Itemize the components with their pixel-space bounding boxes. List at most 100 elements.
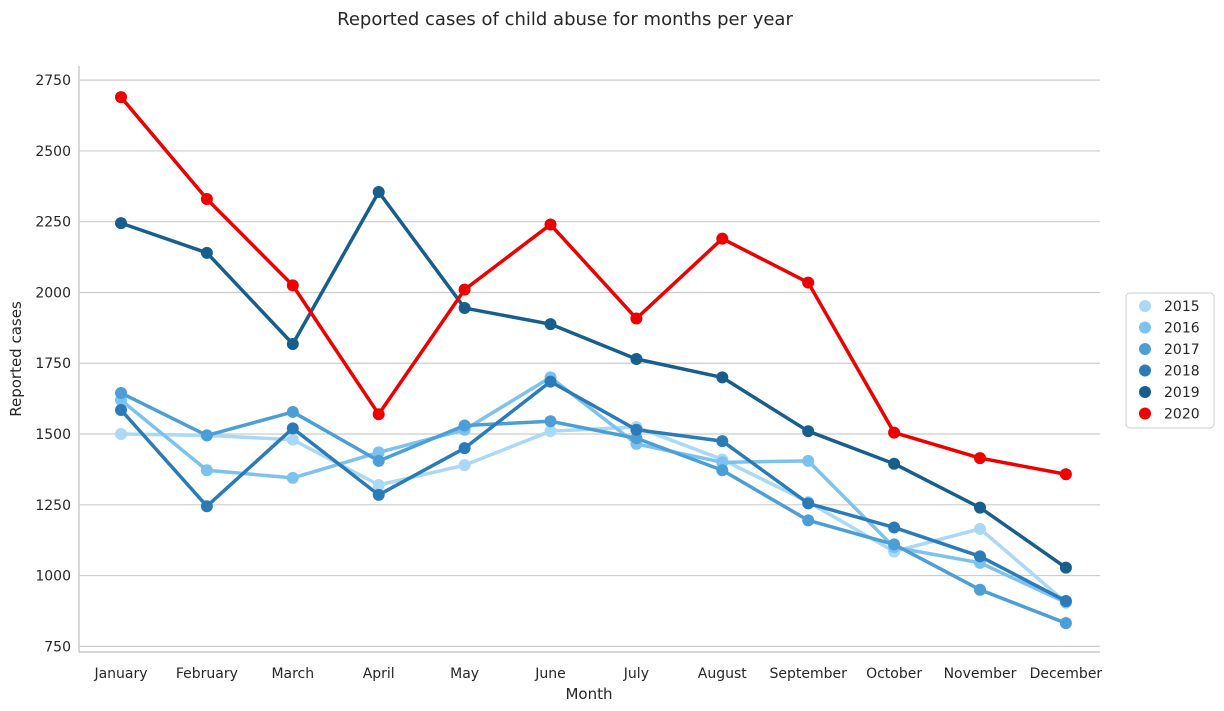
chart-title: Reported cases of child abuse for months… <box>337 9 793 30</box>
data-point <box>115 428 127 441</box>
data-point <box>802 497 815 510</box>
legend-item-2019: 2019 <box>1139 385 1200 401</box>
legend-item-2020: 2020 <box>1139 407 1200 423</box>
gridlines <box>79 79 1100 647</box>
series-line <box>119 375 1068 605</box>
series-2019 <box>115 185 1072 574</box>
data-point <box>888 538 901 551</box>
data-point <box>888 457 901 470</box>
data-point <box>115 403 127 416</box>
data-point <box>286 279 299 292</box>
data-point <box>115 217 127 230</box>
data-point <box>544 318 557 331</box>
legend-marker <box>1139 300 1151 312</box>
data-point <box>802 425 815 438</box>
data-point <box>372 446 385 459</box>
x-tick-label: August <box>698 666 748 682</box>
x-tick-label: February <box>176 666 238 682</box>
data-point <box>200 246 213 259</box>
series-line <box>119 190 1068 570</box>
x-tick-label: November <box>944 666 1017 682</box>
data-point <box>544 425 557 438</box>
x-tick-label: October <box>866 666 922 682</box>
legend-item-2015: 2015 <box>1139 299 1200 315</box>
y-tick-labels: 750 1000 1250 1500 1750 2000 2250 2500 2750 <box>35 73 71 655</box>
series-line <box>119 95 1068 476</box>
x-tick-label: April <box>363 666 395 682</box>
x-axis-label: Month <box>565 685 612 703</box>
legend-marker <box>1139 343 1151 355</box>
data-point <box>1059 617 1072 630</box>
data-point <box>974 452 986 465</box>
data-point <box>544 218 557 231</box>
y-tick-label: 1250 <box>35 498 71 514</box>
series-line <box>119 379 1068 603</box>
data-point <box>802 514 815 527</box>
data-point <box>1059 468 1072 481</box>
data-point <box>802 454 815 467</box>
legend: 2015 2016 2017 2018 2019 2020 <box>1125 292 1215 429</box>
data-point <box>372 185 385 198</box>
y-tick-label: 2500 <box>35 144 71 160</box>
data-point <box>200 464 213 477</box>
data-point <box>286 337 299 350</box>
data-point <box>458 302 471 315</box>
data-point <box>630 432 643 445</box>
x-tick-labels: January February March April May June July Augu… <box>93 666 1102 682</box>
legend-marker <box>1139 321 1151 334</box>
data-point <box>458 459 471 472</box>
data-point <box>372 478 385 491</box>
legend-label: 2020 <box>1164 407 1200 423</box>
data-point <box>974 501 986 514</box>
data-point <box>200 500 213 513</box>
data-point <box>115 91 127 104</box>
data-point <box>888 521 901 534</box>
legend-item-2016: 2016 <box>1139 321 1200 337</box>
series-2017 <box>115 386 1072 630</box>
data-point <box>544 415 557 428</box>
data-point <box>630 353 643 365</box>
x-tick-label: March <box>271 666 314 682</box>
data-point <box>286 422 299 435</box>
legend-item-2018: 2018 <box>1139 364 1200 380</box>
y-tick-label: 1500 <box>35 427 71 443</box>
data-point <box>802 276 815 289</box>
data-point <box>974 583 986 596</box>
legend-marker <box>1139 364 1151 377</box>
data-point <box>372 454 385 467</box>
data-point <box>1059 595 1072 608</box>
y-tick-label: 2000 <box>35 285 71 301</box>
data-point <box>200 193 213 206</box>
legend-label: 2017 <box>1164 342 1200 358</box>
data-point <box>716 464 729 477</box>
data-point <box>716 232 729 245</box>
data-point <box>458 283 471 296</box>
legend-label: 2015 <box>1164 299 1200 315</box>
legend-marker <box>1139 407 1151 420</box>
legend-label: 2018 <box>1164 364 1200 380</box>
y-tick-label: 750 <box>44 639 71 655</box>
series-line <box>119 391 1068 625</box>
data-point <box>716 371 729 384</box>
y-tick-label: 1750 <box>35 356 71 372</box>
x-tick-label: January <box>93 666 147 682</box>
legend-label: 2019 <box>1164 385 1200 401</box>
data-point <box>286 405 299 418</box>
data-point <box>544 375 557 388</box>
series-2018 <box>115 375 1072 608</box>
data-point <box>630 312 643 325</box>
axes <box>78 66 1100 653</box>
data-point <box>286 433 299 446</box>
x-tick-label: September <box>770 666 848 682</box>
data-point <box>716 435 729 448</box>
series-2015 <box>115 420 1072 609</box>
data-point <box>286 471 299 484</box>
data-point <box>372 408 385 421</box>
data-point <box>372 488 385 501</box>
y-tick-label: 2750 <box>35 73 71 89</box>
x-tick-label: July <box>623 666 649 682</box>
legend-item-2017: 2017 <box>1139 342 1200 358</box>
x-tick-label: May <box>450 666 479 682</box>
data-point <box>115 386 127 399</box>
